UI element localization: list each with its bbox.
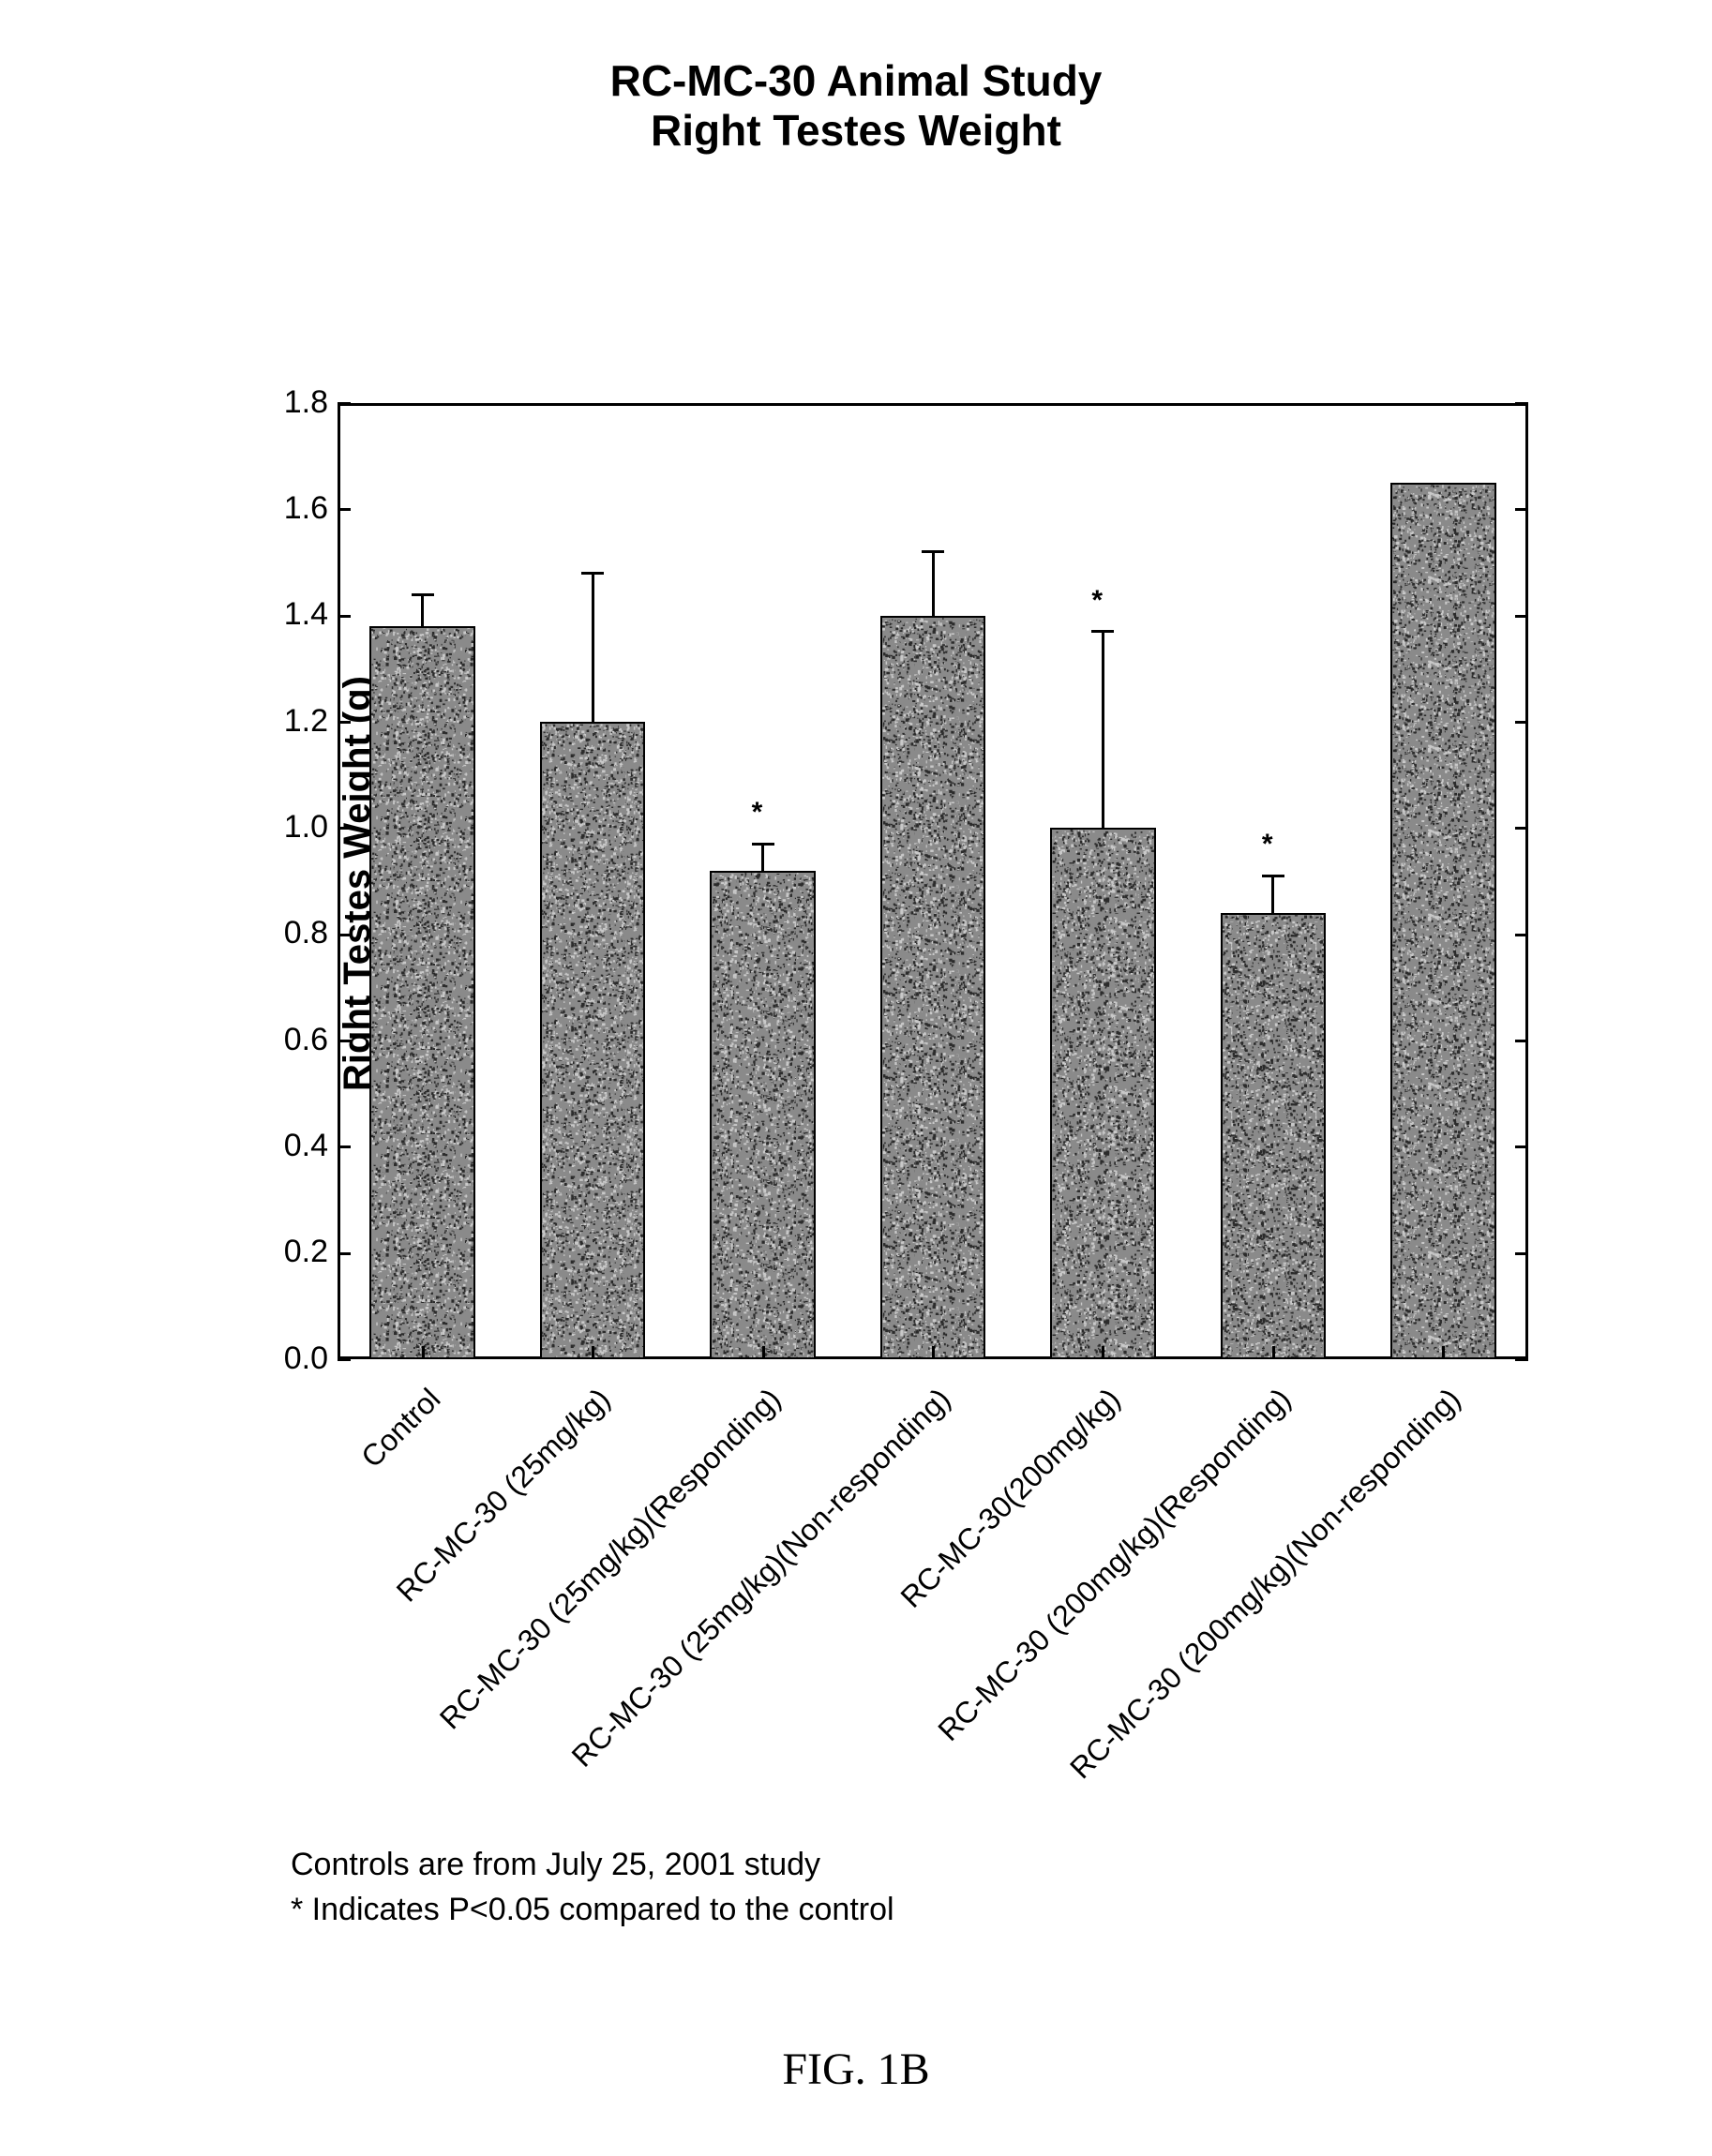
page: RC-MC-30 Animal Study Right Testes Weigh… bbox=[0, 0, 1712, 2156]
y-tick-label: 1.6 bbox=[244, 490, 328, 527]
bar bbox=[1221, 913, 1326, 1359]
y-tick-label: 1.0 bbox=[244, 809, 328, 846]
error-bar-cap bbox=[752, 843, 774, 846]
y-tick-mark bbox=[1515, 827, 1528, 830]
y-tick-mark bbox=[1515, 1358, 1528, 1361]
bar bbox=[369, 626, 474, 1359]
bar bbox=[880, 616, 985, 1359]
error-bar-cap bbox=[412, 593, 434, 596]
y-tick-mark bbox=[1515, 402, 1528, 405]
y-tick-mark bbox=[338, 1040, 351, 1042]
x-tick-mark bbox=[1102, 1346, 1104, 1359]
x-tick-mark bbox=[1442, 1346, 1445, 1359]
y-tick-mark bbox=[1515, 1040, 1528, 1042]
x-tick-mark bbox=[592, 1346, 594, 1359]
bar bbox=[710, 871, 815, 1359]
y-tick-mark bbox=[1515, 1145, 1528, 1148]
y-tick-mark bbox=[338, 1358, 351, 1361]
y-tick-label: 1.8 bbox=[244, 384, 328, 421]
y-tick-mark bbox=[338, 721, 351, 724]
y-tick-mark bbox=[1515, 508, 1528, 511]
significance-marker: * bbox=[1091, 585, 1103, 617]
x-tick-mark bbox=[762, 1346, 765, 1359]
footnote-1: Controls are from July 25, 2001 study bbox=[291, 1847, 820, 1883]
significance-marker: * bbox=[1262, 829, 1273, 861]
error-bar bbox=[592, 573, 594, 722]
x-tick-mark bbox=[932, 1346, 935, 1359]
y-tick-label: 0.8 bbox=[244, 915, 328, 951]
error-bar-cap bbox=[1091, 630, 1114, 633]
y-tick-mark bbox=[338, 1145, 351, 1148]
error-bar bbox=[932, 552, 935, 616]
error-bar-cap bbox=[581, 572, 604, 575]
y-tick-label: 1.2 bbox=[244, 703, 328, 740]
y-tick-label: 0.6 bbox=[244, 1022, 328, 1058]
y-tick-mark bbox=[338, 402, 351, 405]
error-bar bbox=[421, 594, 424, 626]
error-bar bbox=[761, 844, 764, 870]
y-tick-mark bbox=[338, 827, 351, 830]
error-bar-cap bbox=[1262, 875, 1284, 877]
y-tick-label: 0.2 bbox=[244, 1234, 328, 1270]
x-tick-mark bbox=[422, 1346, 425, 1359]
bar bbox=[540, 722, 645, 1359]
y-tick-label: 1.4 bbox=[244, 596, 328, 633]
bar bbox=[1390, 483, 1495, 1359]
y-tick-mark bbox=[1515, 615, 1528, 618]
significance-marker: * bbox=[752, 797, 763, 829]
y-tick-mark bbox=[1515, 1252, 1528, 1255]
y-tick-mark bbox=[338, 1252, 351, 1255]
x-tick-mark bbox=[1272, 1346, 1275, 1359]
y-tick-mark bbox=[338, 934, 351, 936]
error-bar-cap bbox=[922, 550, 944, 553]
y-tick-label: 0.0 bbox=[244, 1340, 328, 1377]
error-bar bbox=[1271, 876, 1274, 913]
error-bar bbox=[1102, 632, 1104, 829]
bar bbox=[1050, 828, 1155, 1359]
y-tick-mark bbox=[338, 615, 351, 618]
y-tick-label: 0.4 bbox=[244, 1128, 328, 1164]
figure-caption: FIG. 1B bbox=[0, 2044, 1712, 2095]
y-tick-mark bbox=[1515, 934, 1528, 936]
y-tick-mark bbox=[338, 508, 351, 511]
bar-chart: Right Testes Weight (g)0.00.20.40.60.81.… bbox=[0, 94, 1712, 1406]
y-tick-mark bbox=[1515, 721, 1528, 724]
footnote-2: * Indicates P<0.05 compared to the contr… bbox=[291, 1892, 894, 1928]
